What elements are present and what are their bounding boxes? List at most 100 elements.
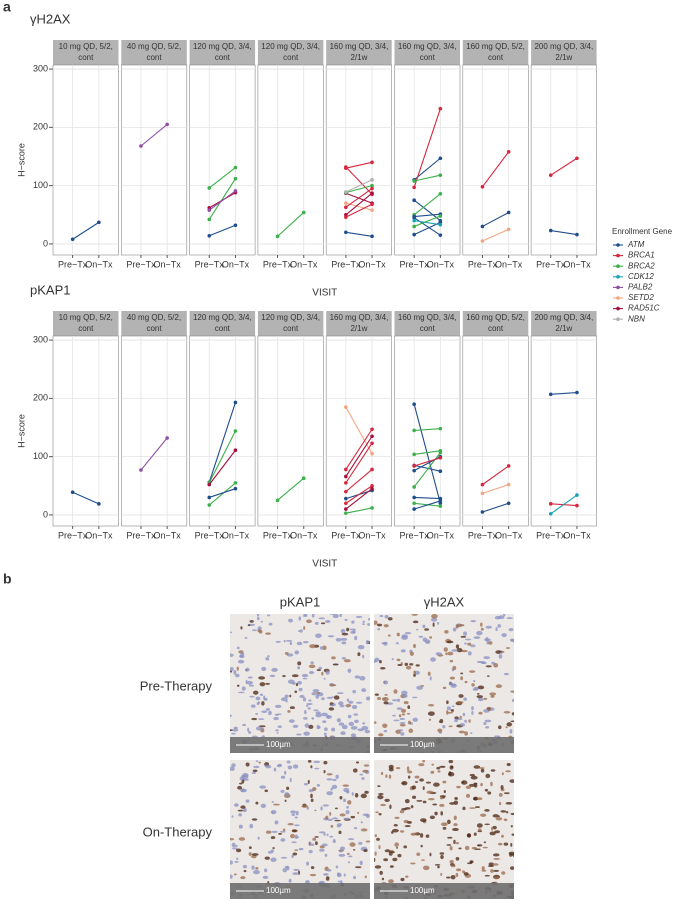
- point: [412, 468, 416, 473]
- cell: [377, 696, 382, 700]
- cell: [253, 869, 260, 875]
- y-axis-label: H−score: [16, 143, 26, 177]
- cell: [467, 651, 472, 656]
- series-line: [482, 484, 509, 494]
- cell: [469, 670, 476, 673]
- x-tick-label: Pre−Tx: [331, 259, 361, 269]
- cell: [258, 629, 263, 634]
- cell: [440, 796, 443, 800]
- cell: [406, 712, 411, 715]
- legend-point: [616, 243, 620, 247]
- cell: [313, 760, 321, 764]
- cell: [490, 695, 495, 698]
- point: [412, 218, 416, 223]
- cell: [485, 725, 490, 729]
- cell: [436, 766, 441, 770]
- cell: [470, 732, 473, 735]
- cell: [362, 769, 369, 773]
- facet-strip: [462, 40, 529, 65]
- cell: [454, 797, 458, 801]
- cell: [240, 876, 246, 880]
- cell: [260, 620, 263, 623]
- point: [438, 426, 443, 431]
- facet-strip: [531, 311, 597, 336]
- tissue: 100µm: [230, 614, 370, 753]
- cell: [247, 624, 251, 627]
- cell: [289, 694, 292, 698]
- cell: [387, 634, 391, 637]
- cell: [318, 617, 326, 620]
- cell: [429, 636, 433, 639]
- facet-strip: [257, 40, 324, 65]
- cell: [259, 693, 264, 696]
- series-line: [413, 457, 441, 467]
- point: [548, 228, 553, 233]
- cell: [498, 654, 503, 659]
- cell: [439, 803, 445, 807]
- cell: [471, 683, 475, 687]
- cell: [451, 705, 455, 708]
- x-tick-label: On−Tx: [290, 259, 318, 269]
- cell: [411, 785, 417, 790]
- cell: [491, 826, 494, 831]
- cell: [503, 842, 509, 846]
- facet-label: cont: [420, 324, 436, 333]
- cell: [368, 617, 370, 621]
- series-line: [345, 435, 373, 477]
- cell: [414, 670, 420, 675]
- cell: [499, 801, 502, 806]
- point: [139, 468, 143, 472]
- cell: [247, 676, 253, 679]
- cell: [379, 870, 383, 875]
- x-tick-label: Pre−Tx: [195, 259, 225, 269]
- cell: [348, 721, 355, 727]
- cell: [442, 780, 447, 784]
- cell: [461, 780, 468, 785]
- cell: [404, 631, 412, 635]
- facet-strip: [531, 40, 597, 65]
- cell: [338, 830, 342, 835]
- cell: [453, 839, 456, 845]
- series-line: [277, 477, 305, 501]
- cell: [450, 864, 456, 868]
- point: [480, 510, 485, 514]
- cell: [343, 817, 350, 821]
- cell: [245, 762, 250, 767]
- point: [233, 481, 238, 485]
- point: [344, 481, 348, 485]
- cell: [353, 848, 356, 851]
- cell: [381, 696, 389, 702]
- cell: [389, 865, 394, 868]
- cell: [346, 852, 350, 855]
- point: [207, 233, 212, 238]
- cell: [481, 869, 487, 872]
- facet-label: cont: [488, 53, 504, 62]
- x-tick-label: On−Tx: [427, 259, 455, 269]
- cell: [498, 793, 503, 797]
- cell: [500, 810, 507, 813]
- x-tick-label: Pre−Tx: [536, 259, 566, 269]
- point: [301, 210, 306, 215]
- cell: [464, 680, 468, 684]
- cell: [320, 646, 324, 650]
- cell: [362, 623, 365, 625]
- cell: [329, 684, 337, 687]
- cell: [460, 676, 464, 681]
- series-line: [550, 229, 578, 236]
- cell: [339, 850, 343, 853]
- cell: [323, 770, 326, 774]
- cell: [354, 719, 359, 724]
- series-line: [482, 151, 510, 188]
- facet-label: cont: [146, 53, 162, 62]
- cell: [379, 615, 384, 618]
- cell: [339, 796, 343, 800]
- cell: [346, 698, 350, 702]
- cell: [459, 723, 466, 727]
- series-line: [413, 157, 441, 181]
- cell: [484, 874, 490, 877]
- cell: [383, 729, 388, 733]
- cell: [400, 649, 406, 653]
- cell: [352, 768, 358, 773]
- cell: [480, 813, 487, 817]
- cell: [308, 724, 314, 729]
